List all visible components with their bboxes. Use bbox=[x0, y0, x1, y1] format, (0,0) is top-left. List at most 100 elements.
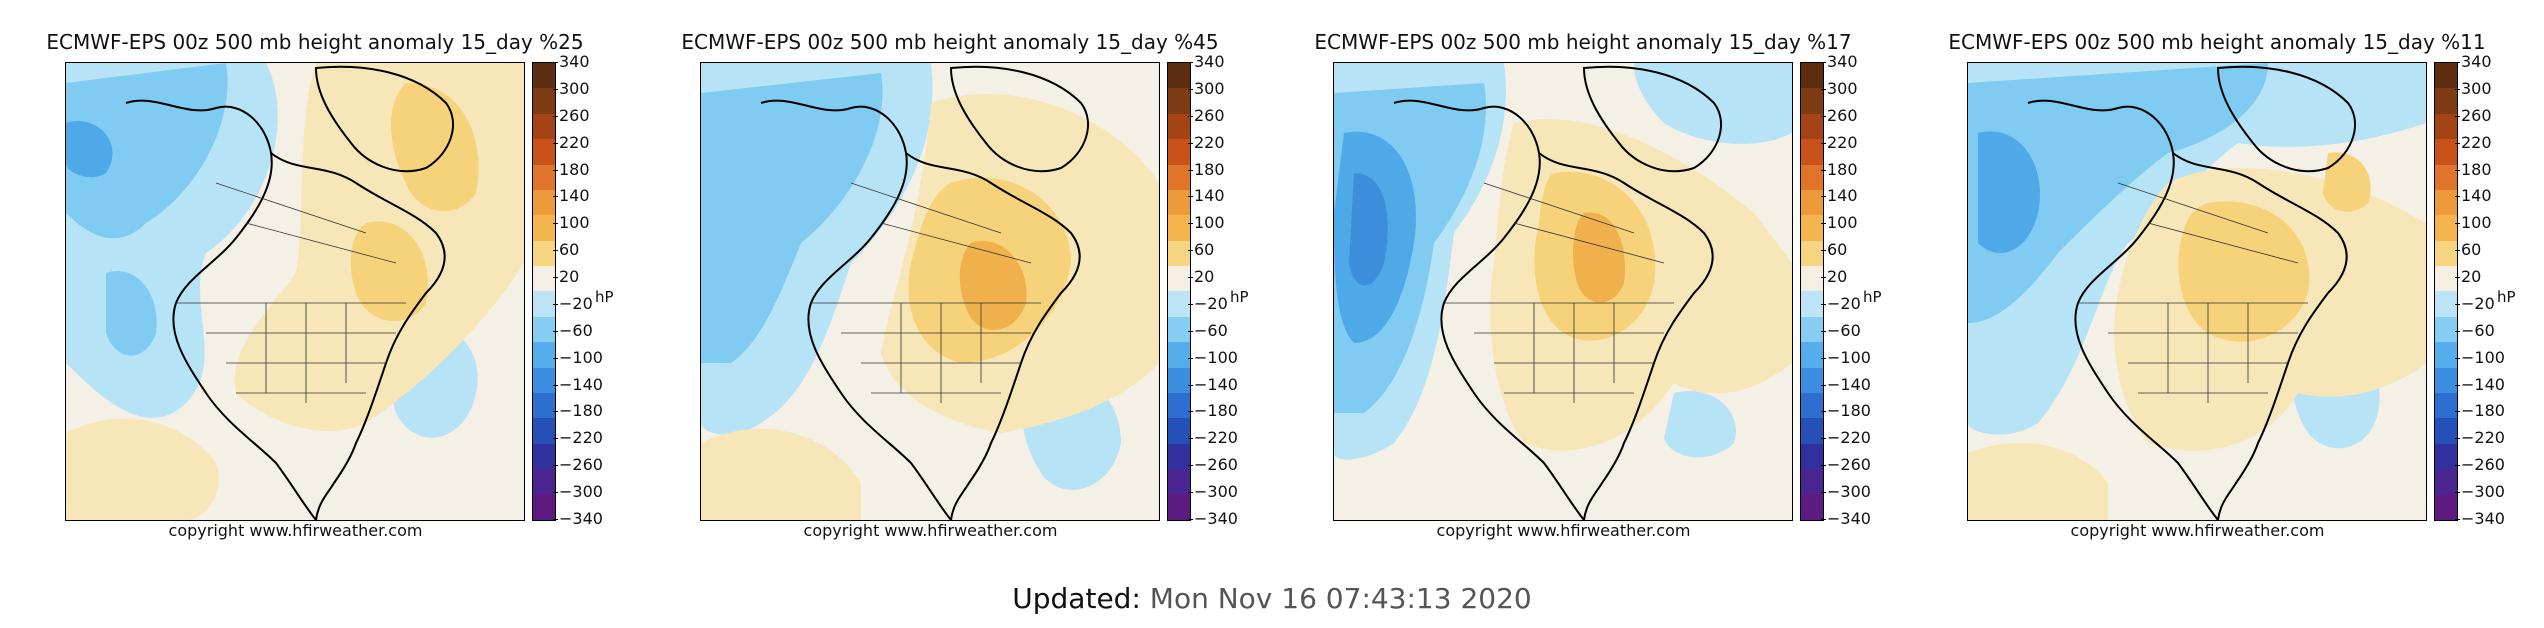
colorbar-tick-label: 140 bbox=[553, 186, 590, 206]
colorbar-segment bbox=[1801, 113, 1823, 140]
greenland-outline bbox=[314, 65, 455, 173]
colorbar-segment bbox=[2435, 240, 2457, 266]
colorbar-tick-label: −220 bbox=[2455, 428, 2505, 448]
colorbar-segment bbox=[533, 164, 555, 190]
colorbar-unit: hP bbox=[1863, 288, 1882, 306]
colorbar-tick-label: 260 bbox=[2455, 105, 2492, 125]
colorbar-segment bbox=[1168, 266, 1190, 292]
colorbar-segment bbox=[533, 63, 555, 89]
colorbar-tick-label: −140 bbox=[1821, 374, 1871, 394]
colorbar-segment bbox=[533, 342, 555, 368]
colorbar-tick-label: −220 bbox=[1188, 428, 1238, 448]
colorbar-tick-label: −20 bbox=[1188, 293, 1228, 313]
colorbar-tick-label: 20 bbox=[552, 267, 580, 287]
colorbar-segment bbox=[1801, 164, 1823, 190]
colorbar-segment bbox=[1168, 392, 1190, 419]
anomaly-contour bbox=[391, 83, 479, 212]
panel-title: ECMWF-EPS 00z 500 mb height anomaly 15_d… bbox=[1314, 30, 1852, 54]
colorbar-segment bbox=[2435, 139, 2457, 165]
panel-title: ECMWF-EPS 00z 500 mb height anomaly 15_d… bbox=[46, 30, 584, 54]
colorbar-segment bbox=[2435, 215, 2457, 241]
colorbar-tick-label: −20 bbox=[1821, 293, 1861, 313]
colorbar-segment bbox=[1801, 443, 1823, 469]
colorbar-segment bbox=[1168, 316, 1190, 343]
colorbar-tick-label: 220 bbox=[1188, 132, 1225, 152]
colorbar-segment bbox=[533, 418, 555, 444]
colorbar-tick-label: 140 bbox=[2455, 186, 2492, 206]
colorbar-tick-label: 220 bbox=[553, 132, 590, 152]
copyright-text: copyright www.hfirweather.com bbox=[168, 521, 423, 540]
colorbar-tick-label: 60 bbox=[1820, 240, 1848, 260]
colorbar-segment bbox=[2435, 189, 2457, 216]
colorbar-tick-label: −340 bbox=[2455, 509, 2505, 528]
colorbar-segment bbox=[2435, 316, 2457, 343]
colorbar-tick-label: 100 bbox=[553, 213, 590, 233]
state-borders bbox=[2078, 182, 2308, 403]
colorbar-segment bbox=[2435, 63, 2457, 89]
colorbar-segment bbox=[2435, 164, 2457, 190]
colorbar-unit: hP bbox=[1230, 288, 1249, 306]
colorbar-tick-label: −180 bbox=[2455, 401, 2505, 421]
anomaly-contour bbox=[66, 121, 113, 178]
colorbar bbox=[1800, 62, 1824, 521]
colorbar-tick-label: −60 bbox=[2455, 320, 2495, 340]
colorbar-segment bbox=[1168, 469, 1190, 495]
colorbar-tick-label: 220 bbox=[1821, 132, 1858, 152]
colorbar-segment bbox=[2435, 418, 2457, 444]
colorbar-segment bbox=[533, 291, 555, 317]
colorbar-tick-label: 300 bbox=[553, 78, 590, 98]
colorbar-segment bbox=[533, 316, 555, 343]
colorbar-tick-label: −60 bbox=[553, 320, 593, 340]
anomaly-contour bbox=[701, 73, 883, 363]
colorbar-segment bbox=[533, 367, 555, 393]
coastline bbox=[760, 99, 1081, 520]
colorbar-segment bbox=[533, 443, 555, 469]
colorbar-segment bbox=[1168, 189, 1190, 216]
colorbar-segment bbox=[1801, 63, 1823, 89]
colorbar-segment bbox=[533, 113, 555, 140]
colorbar-tick-label: −180 bbox=[553, 401, 603, 421]
colorbar-segment bbox=[2435, 469, 2457, 495]
colorbar-tick-label: 60 bbox=[2454, 240, 2482, 260]
colorbar-tick-label: −340 bbox=[1821, 509, 1871, 528]
colorbar-tick-label: −260 bbox=[1821, 455, 1871, 475]
colorbar-segment bbox=[533, 189, 555, 216]
colorbar-segment bbox=[533, 88, 555, 114]
anomaly-contour bbox=[701, 428, 861, 520]
colorbar-tick-label: 340 bbox=[2455, 52, 2492, 71]
colorbar-tick-label: 60 bbox=[1187, 240, 1215, 260]
colorbar-segment bbox=[1801, 291, 1823, 317]
colorbar-tick-label: −180 bbox=[1821, 401, 1871, 421]
colorbar-tick-label: 140 bbox=[1821, 186, 1858, 206]
colorbar-tick-label: −260 bbox=[2455, 455, 2505, 475]
colorbar-tick-label: 180 bbox=[2455, 159, 2492, 179]
greenland-outline bbox=[2216, 65, 2357, 173]
colorbar-segment bbox=[1801, 88, 1823, 114]
colorbar-segment bbox=[1168, 240, 1190, 266]
colorbar-segment bbox=[1168, 88, 1190, 114]
anomaly-contour bbox=[2323, 152, 2371, 212]
colorbar-tick-label: −60 bbox=[1821, 320, 1861, 340]
anomaly-contour bbox=[66, 63, 228, 239]
colorbar-tick-label: −20 bbox=[2455, 293, 2495, 313]
map-panel: ECMWF-EPS 00z 500 mb height anomaly 15_d… bbox=[35, 0, 635, 560]
colorbar-segment bbox=[2435, 494, 2457, 520]
colorbar-tick-label: −300 bbox=[1821, 482, 1871, 502]
colorbar-segment bbox=[2435, 367, 2457, 393]
colorbar-tick-label: −340 bbox=[1188, 509, 1238, 528]
colorbar-segment bbox=[1801, 494, 1823, 520]
anomaly-contour bbox=[1968, 443, 2108, 520]
colorbar-tick-label: 100 bbox=[2455, 213, 2492, 233]
colorbar-segment bbox=[1801, 215, 1823, 241]
colorbar-segment bbox=[1801, 316, 1823, 343]
colorbar-segment bbox=[1801, 367, 1823, 393]
anomaly-contour bbox=[1664, 391, 1736, 458]
map-panel: ECMWF-EPS 00z 500 mb height anomaly 15_d… bbox=[1303, 0, 1903, 560]
colorbar-segment bbox=[533, 469, 555, 495]
colorbar-tick-label: 140 bbox=[1188, 186, 1225, 206]
colorbar-tick-label: −300 bbox=[1188, 482, 1238, 502]
colorbar-tick-label: −20 bbox=[553, 293, 593, 313]
colorbar-segment bbox=[1801, 266, 1823, 292]
anomaly-map bbox=[65, 62, 525, 521]
colorbar-segment bbox=[1801, 240, 1823, 266]
